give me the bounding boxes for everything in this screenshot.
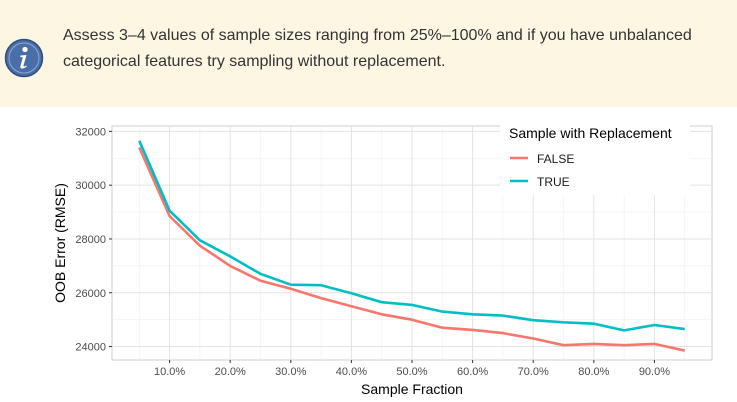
x-tick-label: 70.0%: [518, 366, 549, 378]
x-tick-label: 50.0%: [396, 366, 427, 378]
x-tick-label: 40.0%: [336, 366, 367, 378]
y-tick-label: 30000: [75, 180, 106, 192]
legend-title: Sample with Replacement: [509, 125, 672, 141]
x-tick-label: 10.0%: [154, 366, 185, 378]
y-tick-label: 24000: [75, 342, 106, 354]
y-tick-label: 32000: [75, 126, 106, 138]
x-axis-ticks: 10.0% 20.0% 30.0% 40.0% 50.0% 60.0% 70.0% 80.0%…: [154, 360, 670, 378]
line-chart: 24000 26000 28000 30000 32000 10.0% 20.0% 30.0…: [52, 123, 713, 397]
x-tick-label: 30.0%: [275, 366, 306, 378]
x-tick-label: 90.0%: [639, 366, 670, 378]
info-icon: [4, 38, 44, 78]
y-tick-label: 28000: [75, 234, 106, 246]
x-tick-label: 60.0%: [457, 366, 488, 378]
x-axis-title: Sample Fraction: [361, 381, 463, 397]
tip-callout: Assess 3–4 values of sample sizes rangin…: [0, 0, 737, 107]
x-tick-label: 80.0%: [578, 366, 609, 378]
y-axis-ticks: 24000 26000 28000 30000 32000: [75, 126, 112, 354]
series-line-false: [138, 146, 685, 352]
legend-label-true: TRUE: [537, 175, 570, 189]
legend: Sample with Replacement FALSE TRUE: [500, 123, 690, 195]
tip-text: Assess 3–4 values of sample sizes rangin…: [63, 27, 692, 70]
y-axis-title: OOB Error (RMSE): [52, 183, 68, 303]
legend-background: [500, 123, 690, 195]
legend-label-false: FALSE: [537, 152, 574, 166]
x-tick-label: 20.0%: [215, 366, 246, 378]
series-line-true: [138, 140, 685, 332]
y-tick-label: 26000: [75, 288, 106, 300]
series-lines: [138, 140, 685, 352]
